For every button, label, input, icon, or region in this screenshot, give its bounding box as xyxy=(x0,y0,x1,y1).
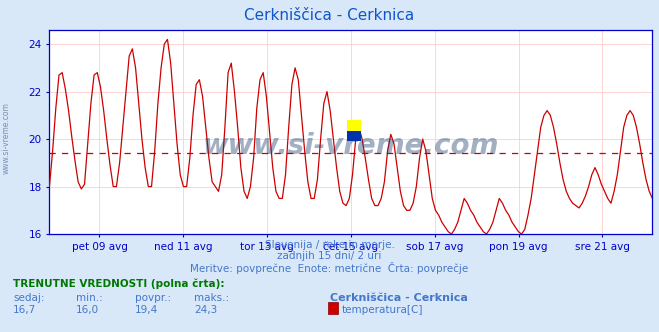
Text: Meritve: povprečne  Enote: metrične  Črta: povprečje: Meritve: povprečne Enote: metrične Črta:… xyxy=(190,262,469,274)
Text: min.:: min.: xyxy=(76,293,103,303)
FancyBboxPatch shape xyxy=(347,120,360,131)
Text: Cerkniščica - Cerknica: Cerkniščica - Cerknica xyxy=(244,8,415,23)
Text: Cerkniščica - Cerknica: Cerkniščica - Cerknica xyxy=(330,293,467,303)
Text: TRENUTNE VREDNOSTI (polna črta):: TRENUTNE VREDNOSTI (polna črta): xyxy=(13,279,225,290)
Text: 16,0: 16,0 xyxy=(76,305,99,315)
Text: 19,4: 19,4 xyxy=(135,305,158,315)
Text: zadnjih 15 dni/ 2 uri: zadnjih 15 dni/ 2 uri xyxy=(277,251,382,261)
FancyBboxPatch shape xyxy=(347,131,360,141)
Text: Slovenija / reke in morje.: Slovenija / reke in morje. xyxy=(264,240,395,250)
Text: 16,7: 16,7 xyxy=(13,305,36,315)
Text: povpr.:: povpr.: xyxy=(135,293,171,303)
Text: maks.:: maks.: xyxy=(194,293,229,303)
Text: sedaj:: sedaj: xyxy=(13,293,45,303)
Text: www.si-vreme.com: www.si-vreme.com xyxy=(2,102,11,174)
Text: temperatura[C]: temperatura[C] xyxy=(341,305,423,315)
Text: www.si-vreme.com: www.si-vreme.com xyxy=(203,132,499,160)
Text: 24,3: 24,3 xyxy=(194,305,217,315)
